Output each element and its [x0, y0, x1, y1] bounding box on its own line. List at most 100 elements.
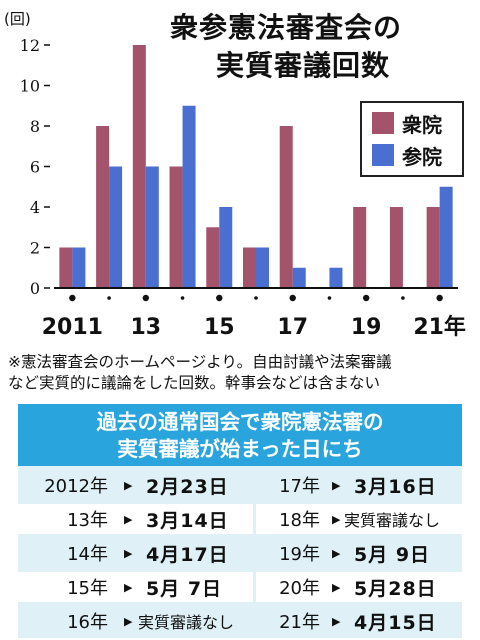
- y-axis: 0 2 4 6 8 10 12: [20, 36, 50, 298]
- bar-sanin: [439, 186, 453, 288]
- row-year: 17年: [279, 476, 320, 497]
- arrow-icon: ▶: [332, 512, 341, 526]
- date-table-row: 19年 ▶ 5月 9日: [256, 538, 462, 568]
- bar-sanin: [256, 247, 269, 288]
- legend-label-shuin: 衆院: [402, 112, 442, 137]
- bar-sanin: [219, 207, 233, 288]
- source-note-line1: ※憲法審査会のホームページより。自由討議や法案審議: [8, 353, 392, 371]
- date-table-header-line2: 実質審議が始まった日にち: [117, 437, 363, 461]
- x-tick-dot: [327, 296, 332, 300]
- date-table-row: 14年 ▶ 4月17日: [18, 538, 253, 568]
- x-tick-dot: [180, 296, 185, 300]
- date-table-divider: [253, 470, 256, 638]
- bar-chart: 0 2 4 6 8 10 12 2011 13 15 17 19 21年: [20, 36, 466, 340]
- bar-sanin: [72, 247, 86, 288]
- row-date: 5月 7日: [146, 577, 223, 600]
- arrow-icon: ▶: [124, 478, 133, 492]
- date-table-row: 17年 ▶ 3月16日: [256, 470, 462, 500]
- bars: [59, 45, 453, 288]
- x-tick-label: 19: [351, 315, 382, 340]
- chart-title-line2: 実質審議回数: [216, 49, 391, 82]
- date-table-row: 13年 ▶ 3月14日: [18, 504, 253, 534]
- x-tick-label: 13: [131, 315, 162, 340]
- date-table-row: 2012年 ▶ 2月23日: [18, 470, 253, 500]
- row-date: 4月15日: [354, 611, 437, 634]
- row-date: 5月28日: [354, 577, 437, 600]
- y-unit-label: (回): [4, 10, 31, 28]
- row-date: 3月16日: [354, 475, 437, 498]
- date-table-row: 15年 ▶ 5月 7日: [18, 572, 253, 602]
- x-tick-label: 17: [277, 315, 308, 340]
- x-tick-label: 15: [204, 315, 235, 340]
- row-year: 19年: [279, 544, 320, 565]
- y-tick-label: 12: [20, 36, 40, 55]
- date-table-row: 16年 ▶ 実質審議なし: [18, 606, 253, 636]
- row-year: 20年: [279, 578, 320, 599]
- date-table-header: 過去の通常国会で衆院憲法審の 実質審議が始まった日にち: [18, 404, 462, 466]
- row-year: 14年: [67, 544, 108, 565]
- date-table-row: 20年 ▶ 5月28日: [256, 572, 462, 602]
- bar-shuin: [426, 207, 440, 288]
- chart-title-line1: 衆参憲法審査会の: [170, 11, 403, 44]
- source-note-line2: など実質的に議論をした回数。幹事会などは含まない: [8, 374, 381, 392]
- bar-shuin: [169, 166, 183, 288]
- bar-shuin: [59, 247, 73, 288]
- x-tick-dot: [362, 294, 370, 302]
- bar-shuin: [96, 126, 110, 288]
- arrow-icon: ▶: [332, 580, 341, 594]
- bar-shuin: [389, 207, 403, 288]
- x-tick-dot: [436, 294, 443, 302]
- arrow-icon: ▶: [124, 580, 133, 594]
- row-date: 5月 9日: [354, 543, 431, 566]
- x-tick-label: 2011: [42, 315, 103, 340]
- legend-swatch-sanin: [372, 144, 394, 166]
- arrow-icon: ▶: [332, 546, 341, 560]
- x-tick-dot: [254, 296, 258, 300]
- arrow-icon: ▶: [332, 614, 341, 628]
- row-date: 2月23日: [146, 475, 229, 498]
- date-table-row: 21年 ▶ 4月15日: [256, 606, 462, 636]
- x-tick-dot: [216, 294, 223, 302]
- bar-sanin: [329, 267, 343, 288]
- arrow-icon: ▶: [124, 546, 133, 560]
- arrow-icon: ▶: [124, 614, 133, 628]
- x-tick-dot: [289, 294, 296, 302]
- bar-sanin: [109, 166, 123, 288]
- x-tick-dot: [401, 296, 405, 300]
- legend: 衆院 参院: [360, 101, 464, 177]
- x-axis: 2011 13 15 17 19 21年: [42, 287, 466, 340]
- row-year: 15年: [67, 578, 108, 599]
- row-date: 4月17日: [146, 543, 229, 566]
- bar-shuin: [279, 126, 293, 288]
- row-year: 21年: [279, 612, 320, 633]
- row-date: 3月14日: [146, 509, 229, 532]
- legend-item-shuin: 衆院: [372, 109, 442, 137]
- x-tick-dot: [69, 294, 76, 302]
- row-date: 実質審議なし: [138, 613, 235, 632]
- row-date: 実質審議なし: [344, 511, 441, 530]
- legend-label-sanin: 参院: [402, 144, 442, 169]
- row-year: 2012年: [44, 476, 108, 497]
- y-tick-label: 6: [30, 158, 40, 177]
- y-tick-label: 8: [30, 117, 40, 136]
- row-year: 13年: [67, 510, 108, 531]
- date-table-row: 18年 ▶ 実質審議なし: [256, 504, 462, 534]
- y-tick-label: 4: [30, 198, 40, 217]
- y-tick-label: 2: [30, 239, 40, 258]
- arrow-icon: ▶: [332, 478, 341, 492]
- x-tick-dot: [107, 296, 111, 300]
- bar-shuin: [353, 207, 367, 288]
- bar-sanin: [182, 105, 196, 288]
- row-year: 18年: [279, 510, 320, 531]
- y-tick-label: 0: [30, 279, 40, 298]
- x-tick-label: 21年: [413, 314, 466, 340]
- y-tick-label: 10: [20, 77, 40, 96]
- arrow-icon: ▶: [124, 512, 133, 526]
- x-tick-dot: [142, 294, 150, 302]
- row-year: 16年: [67, 612, 108, 633]
- date-table-header-line1: 過去の通常国会で衆院憲法審の: [96, 410, 384, 434]
- bar-shuin: [243, 247, 256, 288]
- bar-sanin: [145, 166, 159, 288]
- legend-swatch-shuin: [372, 112, 394, 134]
